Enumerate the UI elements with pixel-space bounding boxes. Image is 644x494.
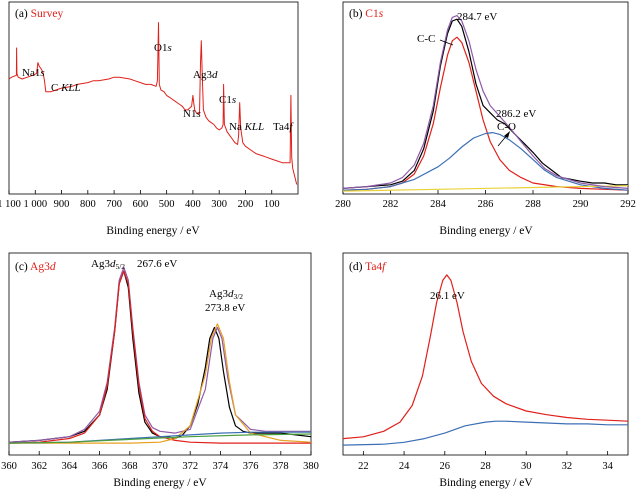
panel-ag3d-xlabel: Binding energy / eV: [113, 477, 207, 489]
panel-survey-label: (a) Survey: [15, 8, 63, 20]
x-tick-label: 378: [273, 461, 289, 472]
x-tick-label: 800: [80, 199, 96, 210]
panel-c1s-x-ticks: 280 282 284 286 288 290 292: [335, 190, 636, 210]
x-tick-label: 366: [92, 461, 108, 472]
x-tick-label: 280: [335, 199, 351, 210]
ta4f-fit-line: [342, 274, 629, 440]
x-tick-label: 34: [602, 461, 613, 472]
x-tick-label: 360: [1, 461, 17, 472]
x-tick-label: 1 100: [0, 199, 21, 210]
panel-ag3d-label: (c) Ag3d: [15, 261, 56, 273]
x-tick-label: 284: [430, 199, 447, 210]
x-tick-label: 400: [185, 199, 201, 210]
annotation-ag3d32: Ag3d3/2: [209, 288, 243, 301]
annotation-286-2: 286.2 eV: [496, 108, 536, 120]
annotation-c-c: C-C: [417, 33, 435, 45]
x-tick-label: 380: [303, 461, 319, 472]
panel-c1s-frame: [342, 1, 629, 195]
x-tick-label: 1 000: [23, 199, 47, 210]
panel-survey-xlabel: Binding energy / eV: [106, 225, 200, 237]
annotation-273-8: 273.8 eV: [205, 302, 245, 314]
panel-survey-frame: [8, 1, 299, 195]
panel-ag3d-x-ticks: 360 362 364 366 368 370 372 374 376 378 380: [1, 451, 319, 472]
x-tick-label: 24: [399, 461, 410, 472]
x-tick-label: 376: [243, 461, 259, 472]
annotation-c-kll: C KLL: [51, 82, 81, 94]
annotation-c-o-arrowhead: [504, 131, 510, 138]
panel-c1s-label: (b) C1s: [349, 8, 384, 20]
x-tick-label: 200: [238, 199, 254, 210]
x-tick-label: 282: [383, 199, 399, 210]
x-tick-label: 500: [159, 199, 175, 210]
annotation-n1s: N1s: [183, 108, 201, 120]
annotation-o1s: O1s: [154, 42, 172, 54]
survey-spectrum-line: [8, 22, 298, 185]
panel-ta4f-frame: [342, 252, 629, 456]
ag3d-fit-3-2-line: [9, 323, 312, 444]
panel-ag3d-frame: [8, 252, 312, 456]
c1s-background-line: [342, 185, 629, 192]
panel-ta4f-x-ticks: 22 24 26 28 30 32 34: [358, 451, 614, 472]
x-tick-label: 368: [122, 461, 138, 472]
x-tick-label: 374: [213, 461, 230, 472]
c1s-fit-c-c-line: [342, 36, 629, 191]
x-tick-label: 600: [132, 199, 148, 210]
x-tick-label: 28: [480, 461, 491, 472]
panel-ag3d-lines: [8, 266, 312, 444]
ag3d-raw-data-line: [8, 270, 312, 443]
x-tick-label: 100: [264, 199, 280, 210]
panel-ag3d: (c) Ag3d 360 362 364 366 368 370 372 374 376 378 3…: [1, 252, 319, 489]
c1s-envelope-line: [342, 15, 629, 189]
x-tick-label: 30: [521, 461, 532, 472]
x-tick-label: 364: [62, 461, 79, 472]
x-tick-label: 372: [182, 461, 198, 472]
annotation-c-o: C-O: [497, 121, 516, 133]
panel-ta4f-lines: [342, 274, 629, 446]
x-tick-label: 362: [31, 461, 47, 472]
x-tick-label: 286: [478, 199, 494, 210]
x-tick-label: 900: [54, 199, 70, 210]
ta4f-background-line: [342, 420, 628, 446]
x-tick-label: 288: [525, 199, 541, 210]
panel-ta4f-xlabel: Binding energy / eV: [439, 477, 533, 489]
c1s-fit-c-o-line: [342, 132, 629, 191]
annotation-26-1: 26.1 eV: [430, 290, 465, 302]
panel-ta4f: (d) Ta4f 22 24 26 28 30 32 34 Binding energy /…: [342, 252, 629, 489]
panel-ta4f-label: (d) Ta4f: [349, 261, 387, 273]
x-tick-label: 300: [211, 199, 227, 210]
x-tick-label: 22: [358, 461, 369, 472]
ag3d-fit-5-2-line: [8, 270, 311, 444]
x-tick-label: 292: [620, 199, 636, 210]
annotation-284-7: 284.7 eV: [457, 11, 497, 23]
x-tick-label: 32: [562, 461, 573, 472]
x-tick-label: 290: [573, 199, 589, 210]
ag3d-envelope-line: [8, 266, 311, 443]
x-tick-label: 26: [440, 461, 451, 472]
x-tick-label: 370: [152, 461, 168, 472]
panel-c1s-lines: [342, 15, 629, 192]
c1s-raw-data-line: [342, 18, 628, 189]
panel-c1s: (b) C1s 280 282 284 286 288 290 292 Binding en…: [335, 1, 636, 237]
panel-survey-lines: [8, 22, 298, 185]
annotation-ag3d52: Ag3d5/2: [91, 258, 125, 271]
annotation-na-kll: Na KLL: [229, 121, 264, 133]
annotation-c1s: C1s: [219, 94, 236, 106]
annotation-ta4f: Ta4f: [273, 121, 294, 133]
annotation-267-6: 267.6 eV: [137, 258, 177, 270]
ag3d-background-2-line: [8, 433, 312, 444]
x-tick-label: 700: [106, 199, 122, 210]
annotation-na1s: Na1s: [22, 67, 45, 79]
annotation-c-c-pointer: [439, 39, 454, 46]
panel-c1s-xlabel: Binding energy / eV: [439, 225, 533, 237]
annotation-ag3d: Ag3d: [193, 69, 218, 81]
